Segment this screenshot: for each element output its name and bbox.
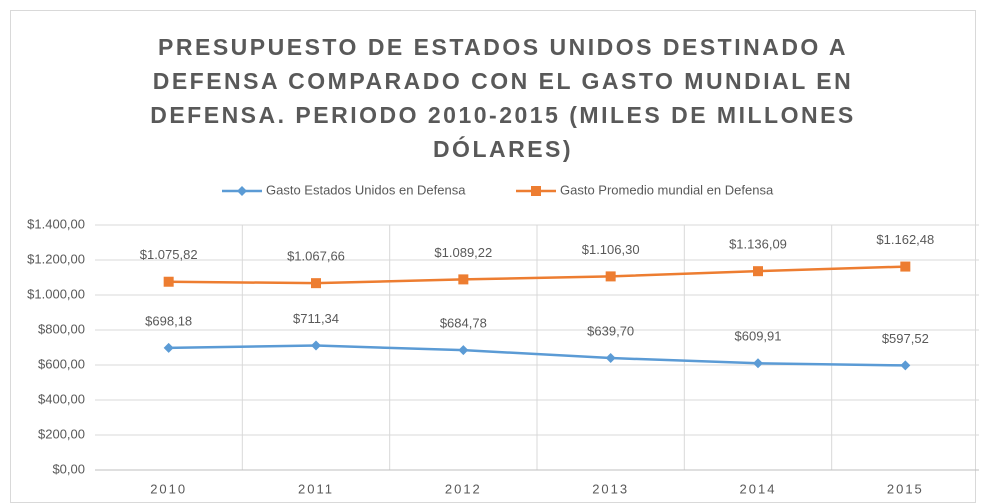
x-tick-label: 2011 [298,481,334,496]
x-tick-label: 2014 [740,481,777,496]
x-tick-label: 2010 [150,481,187,496]
x-tick-label: 2013 [592,481,629,496]
marker [458,345,469,356]
marker [237,186,247,196]
data-label: $639,70 [587,323,634,338]
chart-title: PRESUPUESTO DE ESTADOS UNIDOS DESTINADO … [150,34,856,162]
y-tick-label: $1.200,00 [27,251,85,266]
marker [900,360,911,371]
data-label: $1.089,22 [434,245,492,260]
y-tick-label: $600,00 [38,356,85,371]
data-label: $1.162,48 [876,232,934,247]
marker [605,353,616,364]
data-label: $1.067,66 [287,249,345,264]
marker [311,340,321,351]
data-label: $684,78 [440,316,487,331]
marker [531,186,541,196]
data-label: $1.136,09 [729,237,787,252]
data-label: $609,91 [735,329,782,344]
y-tick-label: $1.000,00 [27,286,85,301]
marker [753,358,763,369]
data-label: $1.106,30 [582,242,640,257]
y-tick-label: $1.400,00 [27,216,85,231]
series-line [168,265,906,285]
y-tick-label: $800,00 [38,321,85,336]
marker [605,271,616,282]
data-label: $1.075,82 [140,247,198,262]
data-label: $597,52 [882,331,929,346]
series-line [168,344,906,367]
marker [458,274,469,285]
marker [311,278,321,289]
y-tick-label: $0,00 [52,461,85,476]
y-tick-label: $400,00 [38,391,85,406]
legend-label: Gasto Estados Unidos en Defensa [266,182,466,197]
data-label: $698,18 [145,313,192,328]
data-label: $711,34 [293,311,339,326]
marker [900,261,911,272]
y-tick-label: $200,00 [38,426,85,441]
marker [163,276,174,287]
x-tick-label: 2015 [887,481,924,496]
x-tick-label: 2012 [445,481,482,496]
marker [753,266,763,277]
marker [163,342,174,353]
legend-label: Gasto Promedio mundial en Defensa [560,182,774,197]
